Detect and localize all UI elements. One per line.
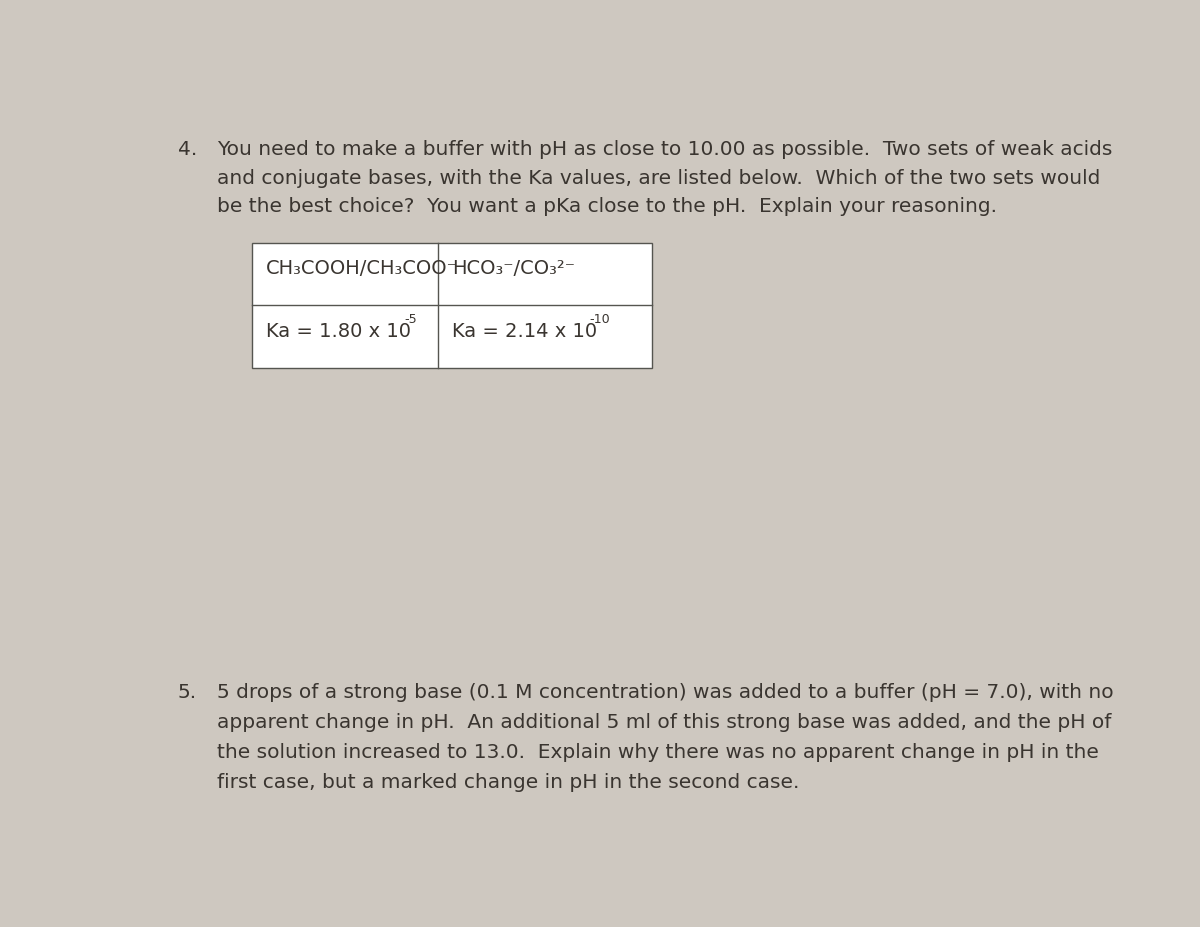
Text: apparent change in pH.  An additional 5 ml of this strong base was added, and th: apparent change in pH. An additional 5 m… <box>217 712 1111 731</box>
Text: 5 drops of a strong base (0.1 M concentration) was added to a buffer (pH = 7.0),: 5 drops of a strong base (0.1 M concentr… <box>217 682 1114 701</box>
Text: be the best choice?  You want a pKa close to the pH.  Explain your reasoning.: be the best choice? You want a pKa close… <box>217 197 997 216</box>
Text: 4.: 4. <box>178 140 197 159</box>
Text: -10: -10 <box>590 313 611 326</box>
Text: first case, but a marked change in pH in the second case.: first case, but a marked change in pH in… <box>217 772 799 791</box>
Text: CH₃COOH/CH₃COO⁻: CH₃COOH/CH₃COO⁻ <box>266 259 458 278</box>
Text: You need to make a buffer with pH as close to 10.00 as possible.  Two sets of we: You need to make a buffer with pH as clo… <box>217 140 1112 159</box>
Text: 5.: 5. <box>178 682 197 701</box>
Text: Ka = 2.14 x 10: Ka = 2.14 x 10 <box>452 322 598 340</box>
Text: the solution increased to 13.0.  Explain why there was no apparent change in pH : the solution increased to 13.0. Explain … <box>217 743 1099 761</box>
Text: HCO₃⁻/CO₃²⁻: HCO₃⁻/CO₃²⁻ <box>452 259 575 278</box>
Text: -5: -5 <box>404 313 416 326</box>
Text: and conjugate bases, with the Ka values, are listed below.  Which of the two set: and conjugate bases, with the Ka values,… <box>217 169 1100 187</box>
Text: Ka = 1.80 x 10: Ka = 1.80 x 10 <box>266 322 412 340</box>
